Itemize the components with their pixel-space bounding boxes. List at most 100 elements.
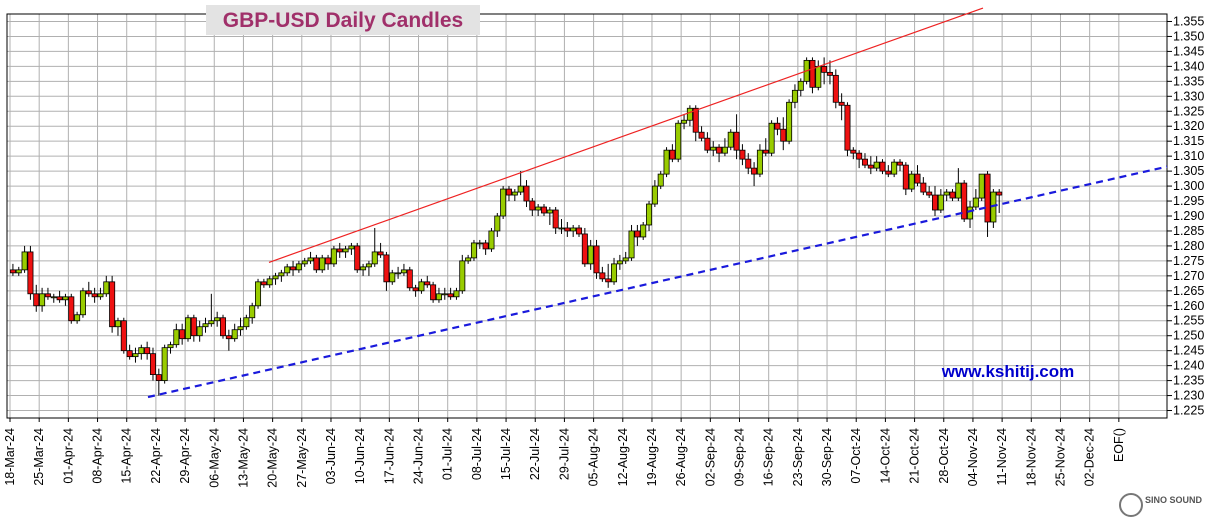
candle-body (809, 59, 816, 88)
x-tick-label: 01-Apr-24 (61, 428, 75, 484)
candle-body (961, 182, 968, 220)
x-tick-label: 23-Sep-24 (791, 428, 805, 486)
candle-body (651, 185, 658, 205)
candle-body (360, 266, 367, 271)
candle-body (284, 266, 291, 274)
candle-body (832, 74, 839, 103)
candle-body (856, 152, 863, 160)
x-tick-label: 25-Mar-24 (32, 428, 46, 486)
candle-body (278, 272, 285, 277)
candle-body (39, 293, 46, 307)
candle-body (138, 347, 145, 355)
candle-body (56, 296, 63, 301)
y-tick-label: 1.285 (1173, 224, 1204, 238)
y-tick-label: 1.275 (1173, 254, 1204, 268)
candle-body (377, 251, 384, 256)
candle-body (564, 227, 571, 232)
candle-body (441, 293, 448, 296)
candle-body (319, 257, 326, 271)
y-tick-label: 1.245 (1173, 344, 1204, 358)
candle-body (243, 317, 250, 328)
y-tick-label: 1.340 (1173, 59, 1204, 73)
candle-body (435, 293, 442, 301)
x-tick-label: 18-Mar-24 (3, 428, 17, 486)
candle-body (190, 317, 197, 337)
y-tick-label: 1.295 (1173, 194, 1204, 208)
candle-body (552, 209, 559, 229)
candle-body (844, 104, 851, 151)
x-tick-label: 18-Nov-24 (1024, 428, 1038, 486)
candle-body (313, 257, 320, 271)
y-tick-label: 1.280 (1173, 239, 1204, 253)
candle-body (681, 119, 688, 124)
resistance-trendline (268, 7, 984, 263)
candle-body (605, 278, 612, 283)
candle-body (214, 317, 221, 322)
candle-body (879, 161, 886, 172)
x-tick-label: 29-Jul-24 (557, 428, 571, 480)
candle-body (120, 320, 127, 352)
y-tick-label: 1.350 (1173, 29, 1204, 43)
candle-body (826, 71, 833, 76)
candle-body (155, 374, 162, 381)
candle-body (79, 290, 86, 316)
candle-body (44, 293, 51, 298)
candle-body (867, 164, 874, 169)
candle-body (488, 230, 495, 250)
candle-body (745, 158, 752, 169)
y-tick-label: 1.240 (1173, 359, 1204, 373)
candle-body (967, 206, 974, 220)
candle-body (482, 242, 489, 250)
candle-body (920, 182, 927, 193)
x-tick-label: 09-Sep-24 (733, 428, 747, 486)
candle-body (891, 161, 898, 175)
candle-body (873, 161, 880, 169)
x-tick-label: 26-Aug-24 (674, 428, 688, 486)
candle-body (68, 296, 75, 322)
candle-body (447, 293, 454, 298)
candle-body (27, 251, 34, 295)
candle-body (517, 185, 524, 193)
candle-body (786, 101, 793, 142)
candle-body (91, 293, 98, 298)
x-tick-label: 15-Jul-24 (499, 428, 513, 480)
y-tick-label: 1.330 (1173, 89, 1204, 103)
x-tick-label: 29-Apr-24 (178, 428, 192, 484)
candle-body (260, 281, 267, 286)
candle-body (861, 158, 868, 166)
x-tick-label: 11-Nov-24 (995, 428, 1009, 485)
candle-body (949, 191, 956, 199)
y-tick-label: 1.290 (1173, 209, 1204, 223)
candle-body (330, 248, 337, 265)
candle-body (599, 272, 606, 280)
x-tick-label: EOF() (1112, 428, 1126, 462)
candle-body (424, 281, 431, 286)
candle-body (914, 173, 921, 184)
candle-body (144, 347, 151, 355)
candle-body (628, 230, 635, 259)
candle-body (821, 65, 828, 73)
candle-body (103, 281, 110, 295)
x-tick-label: 15-Apr-24 (120, 428, 134, 484)
candle-body (208, 320, 215, 325)
chart-title: GBP-USD Daily Candles (223, 9, 463, 32)
x-tick-label: 13-May-24 (236, 428, 250, 488)
candle-body (704, 137, 711, 151)
candle-body (616, 260, 623, 265)
candle-body (850, 149, 857, 154)
candle-series (9, 57, 1003, 396)
x-tick-label: 08-Jul-24 (470, 428, 484, 480)
candle-body (721, 146, 728, 154)
candle-body (791, 89, 798, 103)
y-tick-label: 1.255 (1173, 314, 1204, 328)
candle-body (348, 245, 355, 250)
candle-body (354, 245, 361, 271)
candle-body (646, 203, 653, 226)
candle-body (33, 293, 40, 307)
candle-body (727, 131, 734, 148)
candle-body (686, 107, 693, 121)
candle-body (774, 122, 781, 130)
candle-body (663, 149, 670, 175)
support-trendline (147, 165, 1168, 399)
y-tick-label: 1.265 (1173, 284, 1204, 298)
